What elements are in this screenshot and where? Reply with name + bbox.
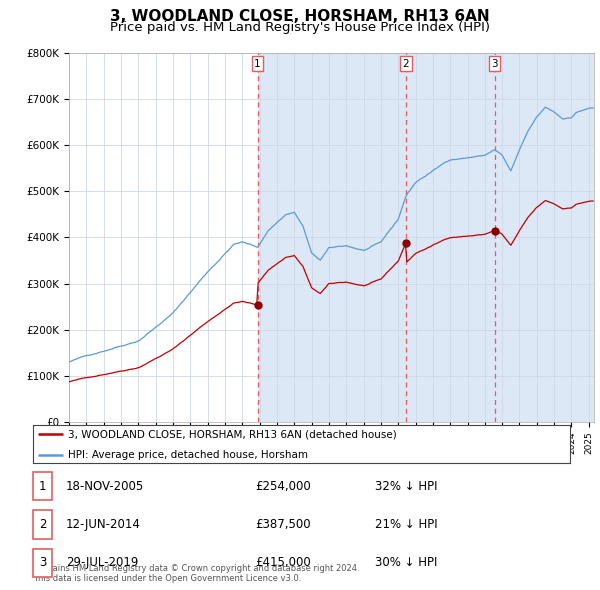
Text: £387,500: £387,500 bbox=[255, 518, 311, 531]
Text: 2: 2 bbox=[403, 58, 409, 68]
Text: 21% ↓ HPI: 21% ↓ HPI bbox=[375, 518, 437, 531]
Text: Price paid vs. HM Land Registry's House Price Index (HPI): Price paid vs. HM Land Registry's House … bbox=[110, 21, 490, 34]
Text: 3: 3 bbox=[491, 58, 498, 68]
Text: 2: 2 bbox=[39, 518, 46, 531]
Text: 1: 1 bbox=[39, 480, 46, 493]
Text: Contains HM Land Registry data © Crown copyright and database right 2024.
This d: Contains HM Land Registry data © Crown c… bbox=[33, 563, 359, 583]
Text: 3, WOODLAND CLOSE, HORSHAM, RH13 6AN: 3, WOODLAND CLOSE, HORSHAM, RH13 6AN bbox=[110, 9, 490, 24]
Text: 3: 3 bbox=[39, 556, 46, 569]
Text: HPI: Average price, detached house, Horsham: HPI: Average price, detached house, Hors… bbox=[68, 450, 308, 460]
Text: 12-JUN-2014: 12-JUN-2014 bbox=[66, 518, 141, 531]
Text: 32% ↓ HPI: 32% ↓ HPI bbox=[375, 480, 437, 493]
Bar bbox=[257, 53, 594, 422]
Text: £415,000: £415,000 bbox=[255, 556, 311, 569]
Text: 1: 1 bbox=[254, 58, 261, 68]
Text: 29-JUL-2019: 29-JUL-2019 bbox=[66, 556, 139, 569]
Text: 18-NOV-2005: 18-NOV-2005 bbox=[66, 480, 144, 493]
Text: 30% ↓ HPI: 30% ↓ HPI bbox=[375, 556, 437, 569]
Text: 3, WOODLAND CLOSE, HORSHAM, RH13 6AN (detached house): 3, WOODLAND CLOSE, HORSHAM, RH13 6AN (de… bbox=[68, 430, 397, 440]
Text: £254,000: £254,000 bbox=[255, 480, 311, 493]
